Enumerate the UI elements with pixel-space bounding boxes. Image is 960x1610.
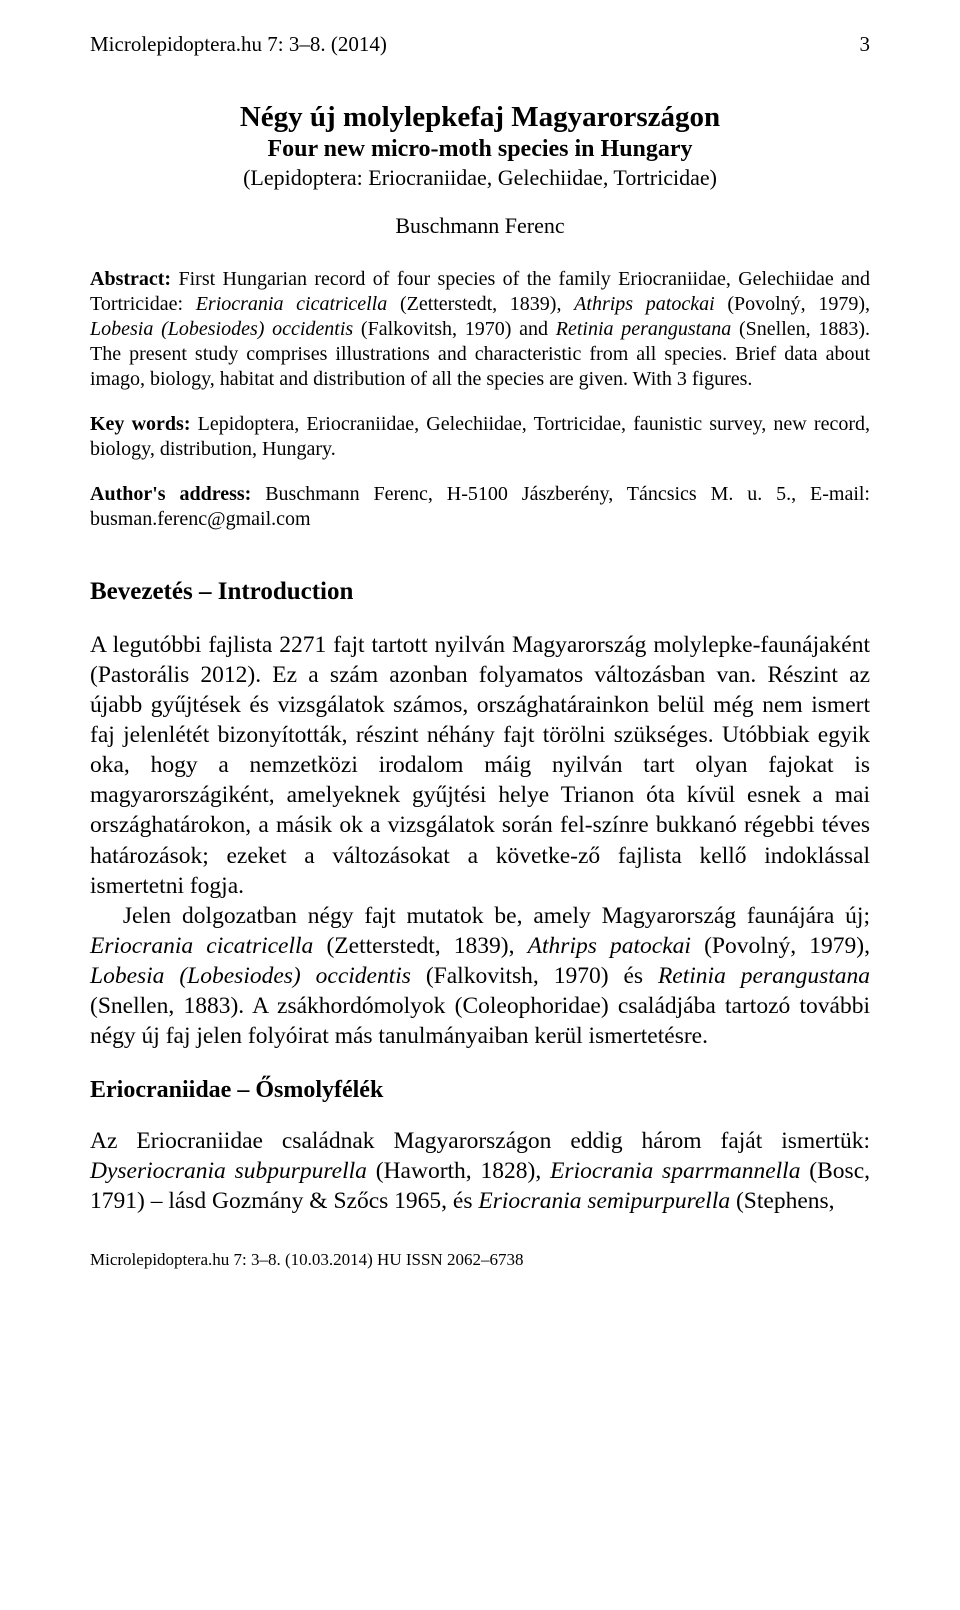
keywords-paragraph: Key words: Lepidoptera, Eriocraniidae, G… xyxy=(90,412,870,462)
author-name: Buschmann Ferenc xyxy=(90,213,870,239)
erio-species-3: Eriocrania semipurpurella xyxy=(478,1188,730,1214)
abstract-auth-2: (Povolný, 1979), xyxy=(715,293,870,315)
title-hungarian: Négy új molylepkefaj Magyarországon xyxy=(90,101,870,134)
abstract-species-2: Athrips patockai xyxy=(574,293,714,315)
intro-p2-auth-1: (Zetterstedt, 1839), xyxy=(313,933,527,959)
erio-auth-1: (Haworth, 1828), xyxy=(367,1158,550,1184)
title-block: Négy új molylepkefaj Magyarországon Four… xyxy=(90,101,870,239)
intro-paragraph-1: A legutóbbi fajlista 2271 fajt tartott n… xyxy=(90,630,870,901)
intro-p2-pre: Jelen dolgozatban négy fajt mutatok be, … xyxy=(123,903,870,929)
abstract-paragraph: Abstract: First Hungarian record of four… xyxy=(90,267,870,392)
abstract-species-3: Lobesia (Lobesiodes) occidentis xyxy=(90,318,353,340)
header-journal: Microlepidoptera.hu 7: 3–8. (2014) xyxy=(90,32,387,57)
intro-p2-species-2: Athrips patockai xyxy=(528,933,691,959)
address-paragraph: Author's address: Buschmann Ferenc, H-51… xyxy=(90,482,870,532)
abstract-auth-3: (Falkovitsh, 1970) and xyxy=(353,318,556,340)
intro-p2-auth-2: (Povolný, 1979), xyxy=(691,933,870,959)
section-eriocraniidae-heading: Eriocraniidae – Ősmolyfélék xyxy=(90,1077,870,1104)
erio-species-1: Dyseriocrania subpurpurella xyxy=(90,1158,367,1184)
page-footer: Microlepidoptera.hu 7: 3–8. (10.03.2014)… xyxy=(90,1250,870,1270)
abstract-species-4: Retinia perangustana xyxy=(556,318,732,340)
keywords-text: Lepidoptera, Eriocraniidae, Gelechiidae,… xyxy=(90,413,870,460)
intro-paragraph-2: Jelen dolgozatban négy fajt mutatok be, … xyxy=(90,901,870,1051)
section-intro-heading: Bevezetés – Introduction xyxy=(90,578,870,606)
intro-p2-species-4: Retinia perangustana xyxy=(658,963,870,989)
title-english: Four new micro-moth species in Hungary xyxy=(90,136,870,163)
intro-p2-species-1: Eriocrania cicatricella xyxy=(90,933,313,959)
erio-species-2: Eriocrania sparrmannella xyxy=(550,1158,800,1184)
erio-auth-3: (Stephens, xyxy=(730,1188,834,1214)
page-container: Microlepidoptera.hu 7: 3–8. (2014) 3 Nég… xyxy=(0,0,960,1310)
title-taxa: (Lepidoptera: Eriocraniidae, Gelechiidae… xyxy=(90,165,870,191)
abstract-label: Abstract: xyxy=(90,268,171,290)
header-page-number: 3 xyxy=(860,32,871,57)
erio-p1-pre: Az Eriocraniidae családnak Magyarországo… xyxy=(90,1128,870,1154)
intro-p2-auth-3: (Falkovitsh, 1970) és xyxy=(411,963,658,989)
address-label: Author's address: xyxy=(90,483,251,505)
erio-paragraph-1: Az Eriocraniidae családnak Magyarországo… xyxy=(90,1126,870,1216)
intro-p2-auth-4: (Snellen, 1883). A zsákhordómolyok (Cole… xyxy=(90,993,870,1049)
intro-p2-species-3: Lobesia (Lobesiodes) occidentis xyxy=(90,963,411,989)
running-header: Microlepidoptera.hu 7: 3–8. (2014) 3 xyxy=(90,32,870,57)
keywords-label: Key words: xyxy=(90,413,190,435)
abstract-auth-1: (Zetterstedt, 1839), xyxy=(387,293,574,315)
abstract-species-1: Eriocrania cicatricella xyxy=(196,293,388,315)
